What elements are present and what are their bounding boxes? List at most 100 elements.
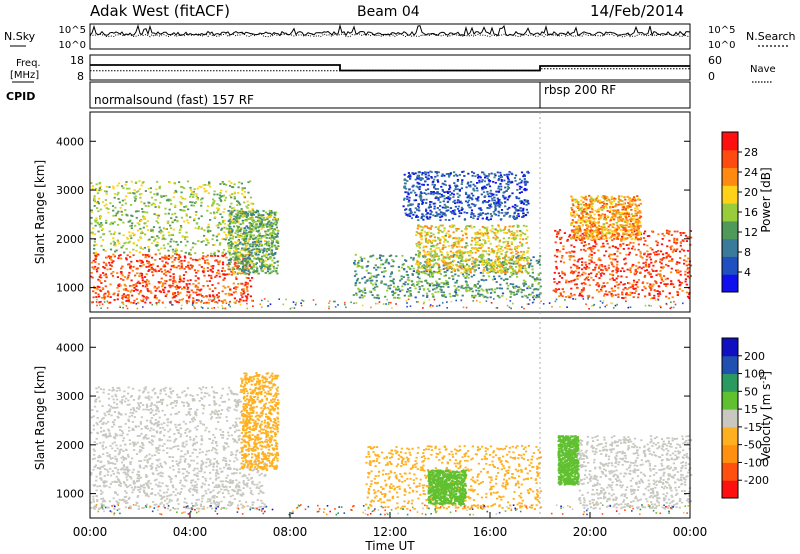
echo-cell (473, 270, 476, 273)
echo-cell (504, 211, 507, 214)
echo-cell (489, 192, 492, 195)
echo-cell (669, 259, 672, 262)
echo-cell (94, 258, 97, 261)
echo-cell (496, 249, 499, 252)
echo-cell (93, 200, 96, 203)
echo-cell (132, 284, 135, 286)
echo-cell (436, 197, 439, 199)
echo-cell (392, 260, 395, 263)
echo-cell (573, 259, 576, 262)
echo-cell (100, 276, 103, 279)
echo-cell (406, 290, 409, 293)
echo-cell (148, 282, 151, 285)
nsearch-series (89, 33, 691, 38)
echo-cell (512, 232, 515, 235)
echo-cell (430, 250, 433, 253)
echo-cell (597, 249, 600, 252)
echo-cell (375, 274, 378, 277)
echo-cell (464, 265, 467, 267)
echo-cell (513, 177, 517, 179)
echo-cell (110, 272, 113, 275)
echo-cell (136, 282, 139, 284)
echo-cell (426, 183, 429, 186)
echo-cell (503, 174, 506, 176)
echo-cell (427, 206, 430, 209)
echo-cell (159, 232, 162, 235)
echo-cell (458, 212, 461, 214)
echo-cell (446, 240, 449, 243)
echo-cell (98, 187, 101, 190)
echo-cell (192, 204, 195, 207)
echo-cell (124, 296, 127, 299)
echo-cell (432, 239, 435, 242)
echo-cell (515, 216, 518, 219)
echo-cell (210, 255, 213, 257)
echo-cell (260, 214, 263, 216)
echo-cell (239, 254, 242, 257)
echo-cell (522, 224, 525, 227)
echo-cell (243, 284, 246, 287)
echo-cell (617, 235, 620, 238)
echo-cell (561, 255, 564, 257)
echo-cell (659, 261, 662, 263)
echo-cell (481, 187, 484, 189)
echo-cell (203, 187, 206, 190)
echo-cell (221, 267, 224, 269)
echo-cell (460, 272, 463, 274)
echo-cell (257, 212, 261, 215)
echo-cell (639, 271, 642, 274)
echo-cell (123, 283, 126, 286)
echo-cell (444, 214, 447, 217)
echo-cell (220, 227, 224, 230)
echo-cell (93, 285, 96, 288)
echo-cell (223, 253, 226, 256)
echo-cell (456, 201, 459, 204)
echo-cell (440, 175, 443, 177)
echo-cell (659, 274, 662, 277)
echo-cell (238, 254, 241, 257)
echo-cell (509, 283, 512, 285)
echo-cell (189, 186, 192, 189)
echo-cell (679, 234, 683, 237)
echo-cell (435, 171, 438, 173)
echo-cell (513, 206, 516, 209)
echo-cell (232, 225, 236, 228)
echo-cell (247, 240, 250, 243)
echo-cell (493, 203, 496, 206)
echo-cell (427, 250, 430, 253)
echo-cell (496, 201, 499, 204)
echo-cell (239, 203, 242, 206)
echo-cell (460, 285, 463, 288)
echo-cell (485, 233, 488, 236)
echo-cell (503, 197, 506, 200)
echo-cell (361, 265, 364, 268)
echo-cell (221, 251, 224, 254)
echo-cell (567, 280, 570, 283)
echo-cell (147, 205, 150, 207)
echo-cell (678, 250, 682, 253)
echo-cell (249, 224, 252, 226)
echo-cell (409, 268, 412, 270)
echo-cell (613, 237, 616, 240)
echo-cell (455, 264, 458, 266)
echo-cell (420, 238, 423, 241)
echo-cell (478, 289, 481, 292)
echo-cell (458, 245, 461, 248)
echo-cell (425, 280, 428, 282)
echo-cell (662, 266, 665, 268)
echo-cell (442, 295, 445, 297)
echo-cell (128, 234, 131, 237)
echo-cell (465, 288, 468, 291)
echo-cell (656, 241, 659, 244)
echo-cell (158, 230, 161, 233)
echo-cell (209, 230, 212, 232)
echo-cell (499, 250, 502, 253)
echo-cell (417, 205, 420, 208)
echo-cell (102, 248, 105, 251)
echo-cell (492, 210, 495, 213)
echo-cell (185, 300, 188, 303)
echo-cell (439, 288, 442, 291)
echo-cell (219, 213, 222, 216)
echo-cell (469, 267, 472, 270)
echo-cell (537, 282, 541, 284)
